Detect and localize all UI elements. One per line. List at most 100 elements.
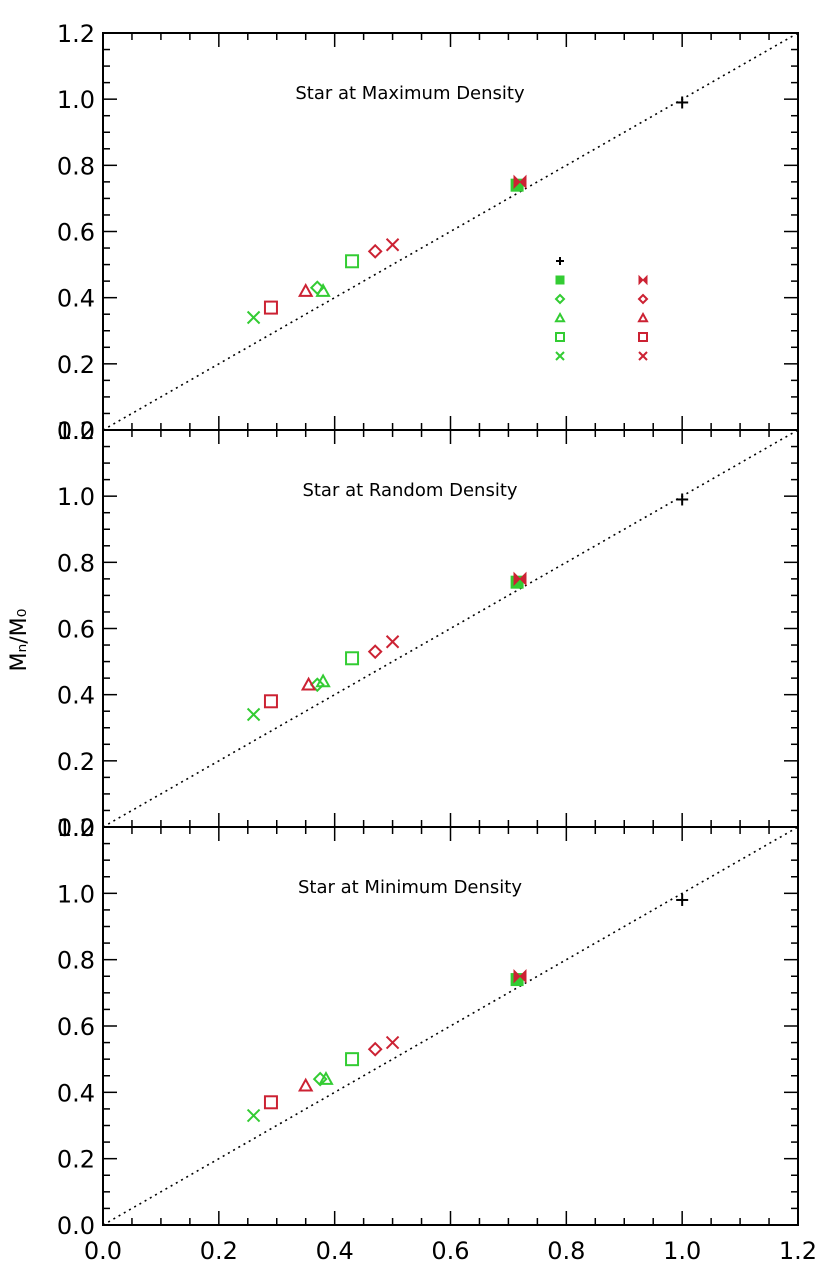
data-point <box>367 1041 383 1057</box>
panel-title: Star at Maximum Density <box>295 83 525 104</box>
panel-2: 0.0 0.2 0.4 0.6 0.8 1.0 1.2 Star at Random Dens… <box>57 417 799 842</box>
x-tick-label: 1.2 <box>779 1237 817 1265</box>
data-point <box>300 676 317 691</box>
square-mark <box>263 1095 278 1110</box>
y-tick-label: 1.2 <box>57 20 95 48</box>
data-point <box>315 282 331 297</box>
x-b <box>385 635 400 649</box>
data-point <box>513 571 527 587</box>
panel-1: 0.0 0.2 0.4 0.6 0.8 1.0 1.2 Star at Maximum Den… <box>57 20 799 445</box>
data-point <box>367 243 383 259</box>
y-tick-label: 0.4 <box>57 682 95 710</box>
data-point <box>318 1071 334 1085</box>
bowtie-left <box>513 571 521 587</box>
y-tick-label: 1.2 <box>57 417 95 445</box>
data-point <box>676 493 689 506</box>
x-tick-label: 1.0 <box>663 1237 701 1265</box>
triangle-mark <box>298 282 314 297</box>
diamond-mark <box>309 677 325 693</box>
bowtie-right <box>519 969 527 984</box>
bowtie-left <box>513 174 521 190</box>
square-mark <box>638 332 648 342</box>
y-tick-label: 0.2 <box>57 1146 95 1174</box>
y-tick-label: 0.6 <box>57 616 95 644</box>
y-tick-label: 0.8 <box>57 549 95 577</box>
diamond-mark <box>554 293 566 305</box>
diamond-mark <box>367 243 383 259</box>
legend-marker <box>554 293 566 305</box>
y-tick-label: 0.0 <box>57 814 95 842</box>
data-point <box>246 707 261 722</box>
diamond-mark <box>637 293 649 305</box>
data-point <box>298 1077 314 1092</box>
data-point <box>513 174 527 190</box>
triangle-mark <box>318 1071 334 1085</box>
legend-marker <box>637 293 649 305</box>
data-point <box>385 1035 400 1050</box>
data-point <box>385 635 400 649</box>
x-b <box>385 238 400 252</box>
bowtie-right <box>519 571 527 587</box>
data-point <box>263 300 278 315</box>
y-tick-label: 0.4 <box>57 285 95 313</box>
x-tick-label: 0.6 <box>431 1237 469 1265</box>
square-mark <box>345 1052 360 1067</box>
y-tick-label: 1.0 <box>57 880 95 908</box>
legend <box>554 257 649 361</box>
data-point <box>246 1108 261 1123</box>
bowtie-right <box>642 274 648 286</box>
y-tick-label: 1.0 <box>57 483 95 511</box>
data-point <box>309 677 325 693</box>
legend-marker <box>556 257 564 265</box>
panel-3: 0.0 0.2 0.4 0.6 0.8 1.0 1.2 Star at Minimum Den… <box>57 814 817 1265</box>
square-mark <box>263 694 278 709</box>
y-tick-label: 0.0 <box>57 1212 95 1240</box>
legend-marker <box>555 351 565 361</box>
data-point <box>263 1095 278 1110</box>
plot-layer: 0.0 0.2 0.4 0.6 0.8 1.0 1.2 Star at Maximum Den… <box>7 20 817 1265</box>
triangle-mark <box>300 676 317 691</box>
y-tick-label: 0.4 <box>57 1079 95 1107</box>
data-point <box>315 673 331 688</box>
data-point <box>367 644 383 660</box>
x-tick-label: 0.8 <box>547 1237 585 1265</box>
y-tick-label: 0.0 <box>57 417 95 445</box>
data-point <box>676 893 689 906</box>
y-tick-label: 0.6 <box>57 219 95 247</box>
square-mark <box>263 300 278 315</box>
data-point <box>513 969 527 984</box>
x-b <box>246 707 261 722</box>
x-b <box>385 1035 400 1050</box>
data-point <box>246 310 261 325</box>
diamond-mark <box>367 644 383 660</box>
bowtie-left <box>513 969 521 984</box>
x-tick-label: 0.4 <box>316 1237 354 1265</box>
data-point <box>345 254 360 269</box>
panel-title: Star at Minimum Density <box>298 877 522 898</box>
data-point <box>345 651 360 666</box>
data-point <box>385 238 400 252</box>
legend-marker <box>638 332 648 342</box>
triangle-mark <box>315 282 331 297</box>
data-point <box>676 96 689 109</box>
filled-square-mark <box>555 275 565 285</box>
y-tick-label: 1.2 <box>57 814 95 842</box>
legend-marker <box>555 275 565 285</box>
legend-marker <box>637 311 649 323</box>
y-tick-label: 1.0 <box>57 86 95 114</box>
triangle-mark <box>298 1077 314 1092</box>
triangle-mark <box>554 311 566 323</box>
y-tick-label: 0.8 <box>57 152 95 180</box>
diamond-mark <box>367 1041 383 1057</box>
square-mark <box>345 254 360 269</box>
legend-marker <box>555 332 565 342</box>
data-point <box>298 282 314 297</box>
y-tick-label: 0.2 <box>57 351 95 379</box>
x-b <box>246 1108 261 1123</box>
triangle-mark <box>315 673 331 688</box>
square-mark <box>555 332 565 342</box>
x-b <box>246 310 261 325</box>
legend-marker <box>554 311 566 323</box>
bowtie-left <box>638 274 644 286</box>
